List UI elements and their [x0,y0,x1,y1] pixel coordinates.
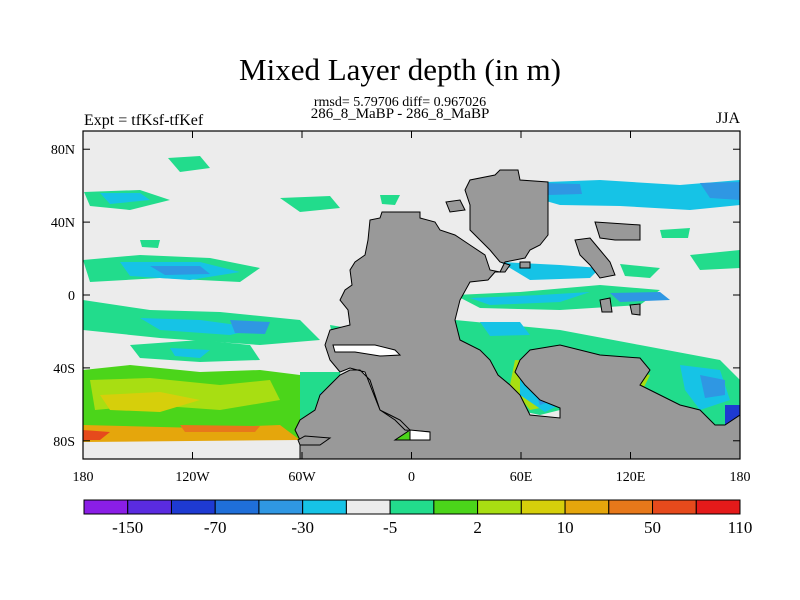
x-tick-label: 0 [408,470,415,485]
chart-title: Mixed Layer depth (in m) [239,52,561,87]
season-label: JJA [715,110,740,127]
colorbar-swatch [83,499,129,515]
colorbar-label: 10 [557,518,574,537]
colorbar-label: 110 [728,518,753,537]
colorbar-label: 50 [644,518,661,537]
land-masses [294,169,740,459]
colorbar-swatch [258,499,304,515]
colorbar-swatch [214,499,260,515]
x-tick-label: 60E [510,470,533,485]
y-tick-label: 40N [51,216,75,231]
x-tick-label: 60W [288,470,316,485]
colorbar-swatch [433,499,479,515]
land-holes [332,344,431,441]
y-tick-label: 40S [53,362,75,377]
colorbar-swatch [345,499,391,515]
y-tick-label: 80S [53,435,75,450]
y-tick-label: 80N [51,143,75,158]
colorbar-label: 2 [473,518,482,537]
chart-subtitle: 286_8_MaBP - 286_8_MaBP [310,106,490,122]
colorbar-swatch [170,499,216,515]
colorbar-label: -30 [291,518,314,537]
y-axis: 80N 40N 0 40S 80S [51,143,740,450]
colorbar-swatch [564,499,610,515]
x-axis: 180 120W 60W 0 60E 120E 180 [73,131,751,485]
colorbar-swatch [695,499,741,515]
colorbar-label: -5 [383,518,397,537]
colorbar-swatch [608,499,654,515]
colorbar-swatch [302,499,347,515]
x-tick-label: 180 [730,470,751,485]
colorbar-swatch [477,499,522,515]
x-tick-label: 120E [616,470,646,485]
experiment-label: Expt = tfKsf-tfKef [84,112,204,129]
colorbar-swatch [520,499,566,515]
y-tick-label: 0 [68,289,75,304]
colorbar-swatch [652,499,697,515]
colorbar-label: -70 [204,518,227,537]
colorbar-swatch [389,499,435,515]
x-tick-label: 120W [175,470,210,485]
x-tick-label: 180 [73,470,94,485]
map-plot-area [83,131,740,459]
colorbar: -150 -70 -30 -5 2 10 50 110 [83,499,753,537]
stats-line: rmsd= 5.79706 diff= 0.967026 [313,95,487,110]
colorbar-label: -150 [112,518,143,537]
colorbar-swatch [127,499,172,515]
